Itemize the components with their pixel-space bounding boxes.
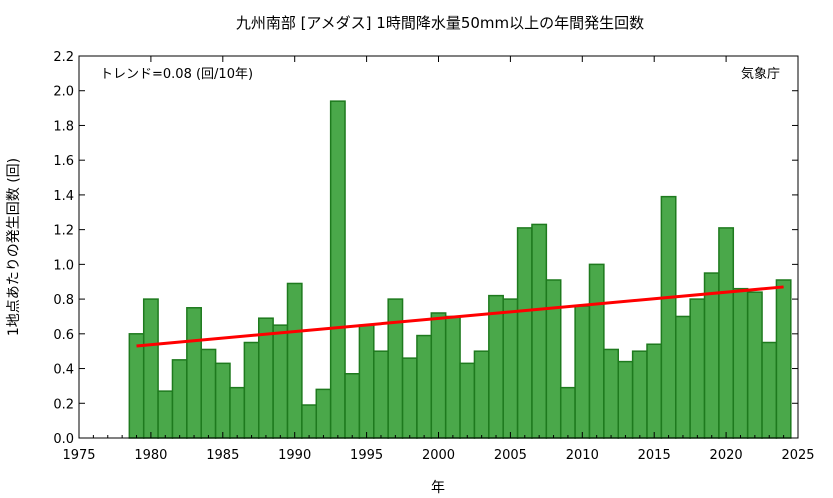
x-tick-label-2000: 2000 — [422, 448, 455, 463]
bar-1985 — [214, 362, 231, 439]
bars-group — [128, 100, 792, 439]
bar-1994 — [344, 373, 361, 439]
x-tick-label-1980: 1980 — [134, 448, 167, 463]
bar-1988 — [258, 317, 274, 439]
bar-2007 — [531, 223, 548, 439]
bar-1989 — [272, 324, 289, 439]
trend-group — [136, 285, 784, 348]
y-tick-label-1.8: 1.8 — [53, 119, 74, 134]
y-tick-label-1.2: 1.2 — [53, 224, 74, 239]
bar-1999 — [416, 334, 433, 439]
bar-2024 — [775, 279, 792, 439]
bar-2012 — [603, 348, 619, 439]
y-tick-label-0.8: 0.8 — [53, 293, 74, 308]
bar-2008 — [545, 279, 562, 439]
bar-1980 — [142, 298, 159, 439]
x-tick-label-2015: 2015 — [638, 448, 671, 463]
bar-2016 — [660, 195, 677, 439]
bar-2013 — [617, 360, 634, 439]
bar-2006 — [516, 227, 533, 439]
y-tick-label-2.0: 2.0 — [53, 85, 74, 100]
y-axis-label: 1地点あたりの発生回数 (回) — [6, 158, 22, 336]
x-tick-label-1995: 1995 — [350, 448, 383, 463]
bar-1990 — [286, 282, 303, 439]
bar-1993 — [329, 100, 346, 439]
bar-2015 — [646, 343, 663, 439]
bar-2023 — [761, 341, 778, 439]
bar-1981 — [157, 390, 174, 439]
trend-line — [136, 285, 784, 348]
bar-1991 — [301, 404, 318, 439]
bar-1997 — [387, 298, 404, 439]
x-tick-label-1985: 1985 — [206, 448, 239, 463]
x-tick-label-1975: 1975 — [62, 448, 95, 463]
bar-2004 — [488, 294, 504, 439]
x-axis-label: 年 — [431, 480, 445, 496]
bar-1982 — [171, 359, 188, 439]
bar-2009 — [559, 386, 576, 439]
bar-1998 — [401, 357, 418, 439]
bar-2000 — [430, 312, 447, 439]
bar-2020 — [718, 227, 735, 439]
x-tick-label-2020: 2020 — [710, 448, 743, 463]
y-axis: 0.0 0.2 0.4 0.6 0.8 1.0 1.2 1.4 1.6 1.8 2.0 2.2 — [53, 50, 798, 447]
bar-2014 — [631, 350, 648, 439]
y-tick-label-1.4: 1.4 — [53, 189, 74, 204]
y-tick-label-0.0: 0.0 — [53, 432, 74, 447]
source-label: 気象庁 — [741, 66, 780, 82]
y-tick-label-0.6: 0.6 — [53, 328, 74, 343]
bar-2021 — [732, 287, 749, 439]
y-tick-label-0.2: 0.2 — [53, 397, 74, 412]
x-tick-label-2025: 2025 — [781, 448, 814, 463]
bar-2001 — [444, 315, 461, 439]
bar-2003 — [473, 350, 490, 439]
bar-2011 — [588, 263, 605, 439]
bar-1987 — [243, 341, 260, 439]
y-tick-label-2.2: 2.2 — [53, 50, 74, 65]
trend-label: トレンド=0.08 (回/10年) — [100, 67, 253, 82]
bar-1986 — [229, 386, 246, 439]
bar-2019 — [703, 272, 720, 439]
bar-2022 — [746, 291, 763, 439]
y-tick-label-1.0: 1.0 — [53, 258, 74, 273]
bar-1995 — [358, 324, 375, 439]
bar-2005 — [502, 298, 519, 439]
bar-1992 — [315, 388, 332, 439]
bar-1984 — [200, 348, 217, 439]
bar-2018 — [689, 298, 706, 439]
y-tick-label-0.4: 0.4 — [53, 363, 74, 378]
x-tick-label-1990: 1990 — [278, 448, 311, 463]
x-tick-label-2010: 2010 — [566, 448, 599, 463]
x-tick-label-2005: 2005 — [494, 448, 527, 463]
x-axis: 1975 1980 1985 1990 1995 2000 2005 2010 2015 2020… — [62, 56, 815, 463]
bar-2002 — [459, 362, 476, 439]
bar-1996 — [373, 350, 389, 439]
bar-2017 — [675, 315, 691, 439]
bar-1983 — [186, 307, 202, 439]
y-tick-label-1.6: 1.6 — [53, 154, 74, 169]
bar-2010 — [574, 305, 591, 439]
chart-title: 九州南部 [アメダス] 1時間降水量50mm以上の年間発生回数 — [236, 14, 644, 32]
bar-1979 — [128, 333, 145, 439]
